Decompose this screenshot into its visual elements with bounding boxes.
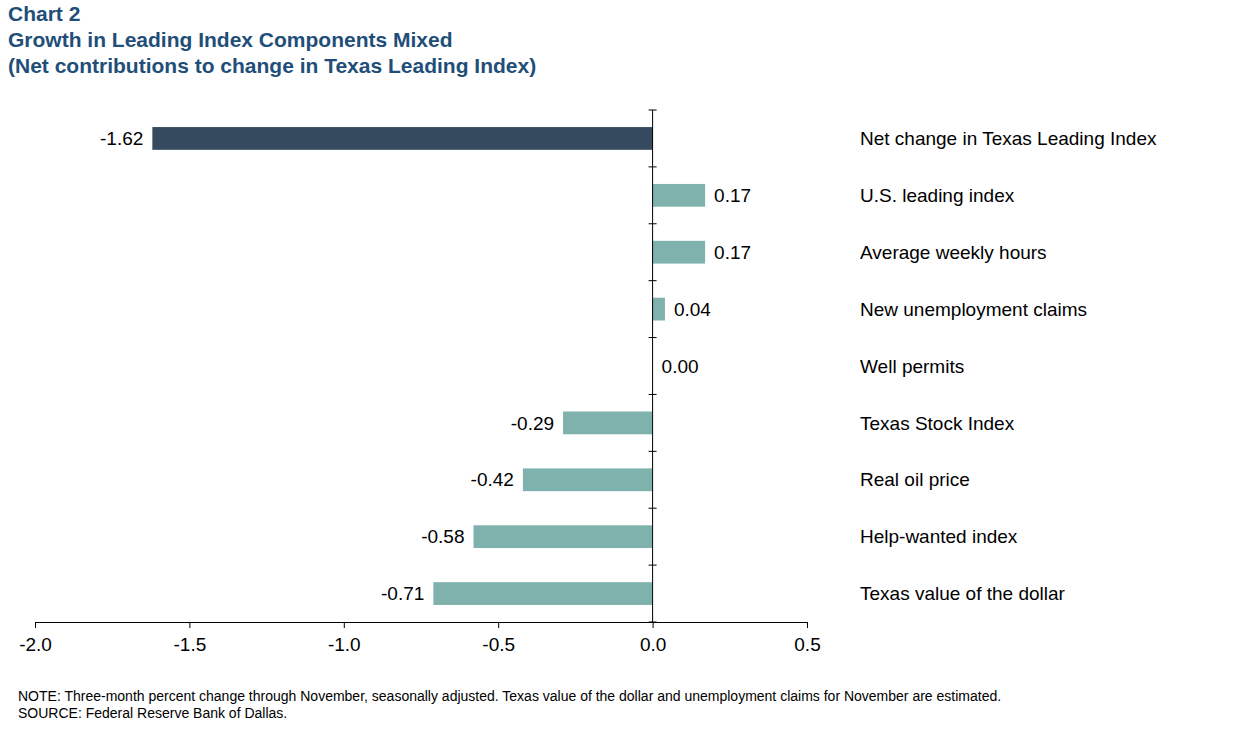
axis-line: [36, 622, 808, 623]
tick-label: -0.5: [482, 634, 515, 655]
bar: [523, 468, 653, 491]
chart: Chart 2 Growth in Leading Index Component…: [0, 0, 1246, 736]
category-divider: [649, 508, 657, 509]
tick: -1.5: [174, 622, 207, 655]
bars: [152, 127, 705, 605]
category-label: New unemployment claims: [860, 299, 1087, 320]
bar: [563, 412, 653, 435]
tick-label: -1.0: [328, 634, 361, 655]
tick: -1.0: [328, 622, 361, 655]
data-label: 0.04: [674, 299, 711, 320]
bar: [653, 241, 705, 264]
category-label: Real oil price: [860, 469, 970, 490]
tick: 0.5: [794, 622, 820, 655]
zero-axis: [652, 110, 653, 622]
category-label: Well permits: [860, 356, 964, 377]
data-label: -0.58: [421, 526, 464, 547]
tick-mark: [344, 622, 345, 628]
bar: [653, 298, 665, 321]
data-label: -0.29: [511, 413, 554, 434]
category-divider: [649, 110, 657, 111]
category-label: Average weekly hours: [860, 242, 1047, 263]
note: SOURCE: Federal Reserve Bank of Dallas.: [18, 705, 287, 721]
category-label: Help-wanted index: [860, 526, 1018, 547]
tick: 0.0: [640, 622, 666, 655]
category-label: Texas value of the dollar: [860, 583, 1066, 604]
data-label: 0.17: [714, 242, 751, 263]
category-label: Net change in Texas Leading Index: [860, 128, 1157, 149]
tick-label: -1.5: [174, 634, 207, 655]
category-label: U.S. leading index: [860, 185, 1015, 206]
tick-mark: [498, 622, 499, 628]
tick-mark: [807, 622, 808, 628]
data-label: -0.71: [381, 583, 424, 604]
tick-label: 0.0: [640, 634, 666, 655]
tick: -2.0: [19, 622, 52, 655]
category-divider: [649, 337, 657, 338]
subtitle: Growth in Leading Index Components Mixed: [8, 28, 453, 51]
bar: [433, 582, 652, 605]
tick-label: -2.0: [19, 634, 52, 655]
category-divider: [649, 280, 657, 281]
x-axis: -2.0 -1.5 -1.0 -0.5 0.0 0.5: [19, 622, 821, 655]
title: Chart 2: [8, 2, 80, 25]
subtitle: (Net contributions to change in Texas Le…: [8, 54, 536, 77]
category-divider: [649, 394, 657, 395]
data-label: 0.17: [714, 185, 751, 206]
tick: -0.5: [482, 622, 515, 655]
category-divider: [649, 565, 657, 566]
tick-mark: [189, 622, 190, 628]
bar: [152, 127, 652, 150]
category-divider: [649, 223, 657, 224]
tick-label: 0.5: [794, 634, 820, 655]
data-label: -0.42: [471, 469, 514, 490]
category-divider: [649, 166, 657, 167]
category-divider: [649, 451, 657, 452]
tick-mark: [35, 622, 36, 628]
data-label: 0.00: [662, 356, 699, 377]
tick-mark: [653, 622, 654, 628]
bar: [653, 184, 705, 207]
note: NOTE: Three-month percent change through…: [18, 688, 1001, 704]
category-label: Texas Stock Index: [860, 413, 1015, 434]
data-label: -1.62: [100, 128, 143, 149]
bar: [473, 525, 652, 548]
